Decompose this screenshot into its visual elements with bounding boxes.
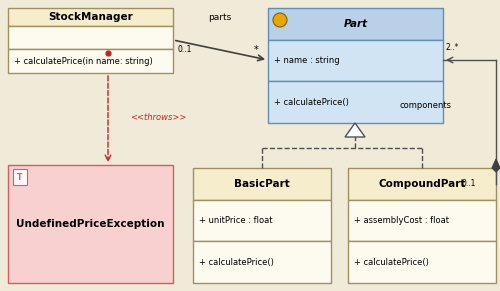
Text: *: * (254, 45, 258, 55)
Text: + assemblyCost : float: + assemblyCost : float (354, 216, 449, 225)
Text: + calculatePrice(): + calculatePrice() (199, 258, 274, 267)
Text: 2..*: 2..* (446, 43, 460, 52)
Bar (13, 169, 27, 185)
Text: StockManager: StockManager (48, 12, 133, 22)
Text: T: T (18, 173, 22, 182)
Text: + name : string: + name : string (274, 56, 340, 65)
Bar (348, 200, 496, 241)
Text: 0..1: 0..1 (461, 180, 475, 189)
Bar (8, 8, 173, 26)
Text: UndefinedPriceException: UndefinedPriceException (16, 219, 165, 229)
Text: components: components (400, 100, 452, 109)
Bar (193, 200, 331, 241)
Text: BasicPart: BasicPart (234, 179, 290, 189)
Text: parts: parts (208, 13, 232, 22)
Polygon shape (492, 159, 500, 172)
Bar (348, 241, 496, 283)
Bar (193, 168, 331, 200)
Text: <<throws>>: <<throws>> (130, 113, 186, 123)
Text: + calculatePrice(): + calculatePrice() (354, 258, 429, 267)
Bar (268, 81, 443, 123)
Bar (8, 49, 173, 73)
Text: CompoundPart: CompoundPart (378, 179, 466, 189)
Bar (193, 241, 331, 283)
Text: 0..1: 0..1 (178, 45, 192, 54)
Text: + calculatePrice(): + calculatePrice() (274, 97, 349, 107)
Bar (268, 40, 443, 81)
Bar (348, 168, 496, 200)
Text: Part: Part (344, 19, 367, 29)
Bar (8, 26, 173, 49)
Ellipse shape (273, 13, 287, 27)
Bar (268, 8, 443, 40)
Bar (8, 165, 173, 283)
Text: + unitPrice : float: + unitPrice : float (199, 216, 272, 225)
Text: + calculatePrice(in name: string): + calculatePrice(in name: string) (14, 56, 153, 65)
Polygon shape (345, 123, 365, 137)
